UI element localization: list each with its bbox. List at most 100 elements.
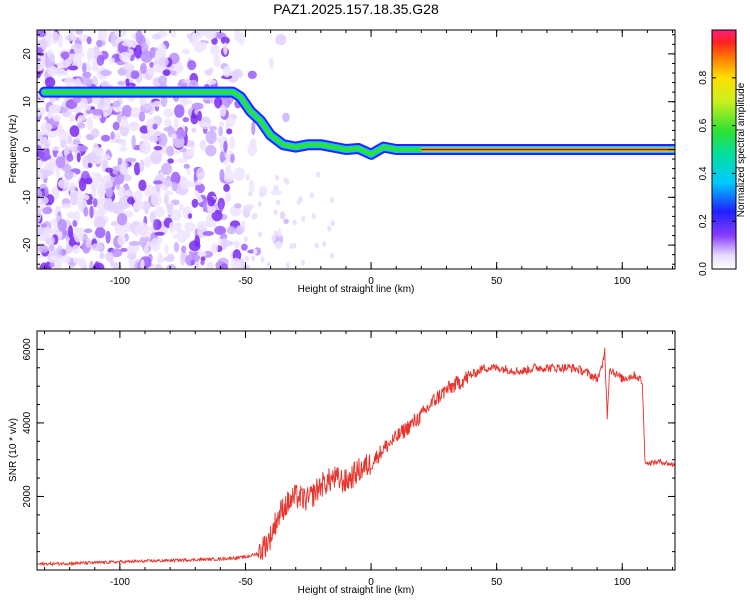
noise-blob xyxy=(234,30,241,42)
noise-blob xyxy=(140,50,153,63)
noise-blob xyxy=(37,170,42,181)
noise-blob xyxy=(112,121,120,131)
noise-blob xyxy=(248,190,253,197)
noise-blob xyxy=(60,203,72,209)
noise-blob xyxy=(170,199,180,206)
noise-blob xyxy=(205,144,217,157)
noise-blob xyxy=(214,96,223,109)
noise-blob xyxy=(105,187,114,199)
noise-blob xyxy=(289,243,294,249)
noise-blob xyxy=(73,229,84,243)
noise-blob xyxy=(163,126,175,132)
noise-blob xyxy=(175,129,187,140)
noise-blob xyxy=(116,60,125,66)
noise-blob xyxy=(131,135,136,149)
noise-blob xyxy=(195,179,202,186)
noise-blob xyxy=(274,241,283,249)
noise-blob xyxy=(171,181,178,192)
noise-blob xyxy=(253,248,258,255)
noise-blob xyxy=(82,62,87,73)
noise-blob xyxy=(316,171,321,178)
snr-frame xyxy=(36,330,676,571)
noise-blob xyxy=(103,200,115,211)
noise-blob xyxy=(164,190,173,196)
noise-blob xyxy=(219,104,227,117)
noise-blob xyxy=(158,133,168,147)
noise-blob xyxy=(68,225,74,239)
noise-blob xyxy=(92,174,103,185)
noise-blob xyxy=(230,153,235,164)
noise-blob xyxy=(60,139,67,149)
snr-line xyxy=(37,347,675,567)
noise-blob xyxy=(182,117,189,123)
noise-blob xyxy=(233,167,245,181)
noise-blob xyxy=(211,37,218,45)
noise-blob xyxy=(163,108,174,118)
noise-blob xyxy=(91,65,99,72)
noise-blob xyxy=(277,228,282,238)
noise-blob xyxy=(86,109,92,115)
noise-blob xyxy=(37,61,45,72)
noise-blob xyxy=(181,245,187,254)
noise-blob xyxy=(172,150,181,155)
noise-blob xyxy=(169,221,176,232)
noise-blob xyxy=(166,203,174,210)
noise-blob xyxy=(130,107,141,118)
noise-blob xyxy=(276,199,280,206)
noise-blob xyxy=(104,174,111,181)
noise-blob xyxy=(130,70,140,80)
noise-blob xyxy=(197,251,207,257)
noise-blob xyxy=(181,99,193,105)
noise-blob xyxy=(105,230,111,244)
noise-blob xyxy=(40,122,53,132)
noise-blob xyxy=(160,95,168,108)
noise-blob xyxy=(121,104,133,118)
noise-blob xyxy=(82,71,92,79)
noise-blob xyxy=(49,53,55,63)
noise-blob xyxy=(171,133,177,139)
noise-blob xyxy=(91,108,104,116)
noise-blob xyxy=(71,244,80,254)
noise-blob xyxy=(207,196,215,207)
noise-blob xyxy=(186,149,194,157)
spectrogram-x-tick-label: -50 xyxy=(238,276,253,287)
snr-y-tick-label: 2000 xyxy=(22,485,33,508)
noise-blob xyxy=(285,262,290,269)
noise-blob xyxy=(181,48,191,55)
noise-blob xyxy=(226,128,233,135)
noise-blob xyxy=(125,189,130,197)
noise-blob xyxy=(120,247,128,252)
noise-blob xyxy=(49,262,55,268)
snr-x-tick-label: 50 xyxy=(491,577,503,588)
noise-blob xyxy=(118,146,128,152)
colorbar-tick-label: 0.6 xyxy=(698,118,709,132)
noise-blob xyxy=(219,168,225,183)
noise-blob xyxy=(117,189,129,197)
snr-x-tick-label: -50 xyxy=(238,577,253,588)
noise-blob xyxy=(187,213,193,219)
colorbar-tick-label: 0.2 xyxy=(698,214,709,228)
noise-blob xyxy=(57,231,63,240)
noise-blob xyxy=(150,150,163,165)
noise-blob xyxy=(37,204,45,211)
noise-blob xyxy=(84,228,93,234)
noise-blob xyxy=(163,118,172,127)
noise-blob xyxy=(144,156,152,168)
noise-blob xyxy=(154,206,166,218)
noise-blob xyxy=(69,30,75,40)
noise-blob xyxy=(192,36,198,43)
noise-blob xyxy=(153,180,163,185)
noise-blob xyxy=(78,177,87,192)
noise-blob xyxy=(101,154,111,161)
noise-blob xyxy=(309,192,314,199)
noise-blob xyxy=(175,221,182,233)
noise-blob xyxy=(164,243,169,255)
noise-blob xyxy=(72,219,78,227)
noise-blob xyxy=(133,200,145,210)
noise-blob xyxy=(95,227,106,239)
spectrogram-y-axis-label: Frequency (Hz) xyxy=(8,115,19,184)
noise-blob xyxy=(86,117,93,131)
noise-blob xyxy=(213,54,221,67)
colorbar: 0.0 0.2 0.4 0.6 0.8 Normalized spectral ampl… xyxy=(698,29,747,276)
